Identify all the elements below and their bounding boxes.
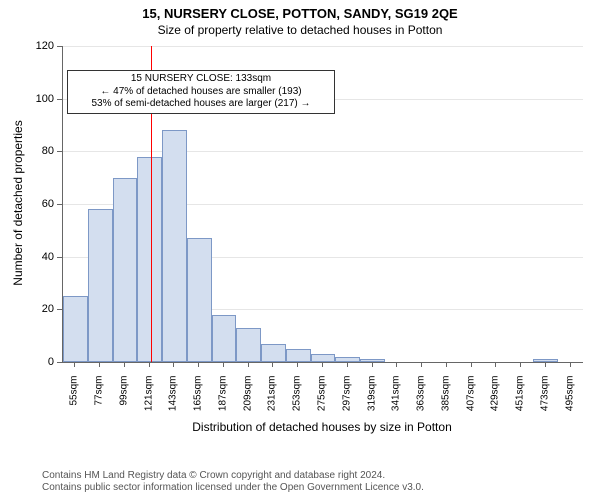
xtick-mark [149, 362, 150, 367]
ytick-mark [57, 46, 62, 47]
ytick-label: 0 [26, 356, 54, 368]
xtick-label: 275sqm [317, 376, 328, 426]
xaxis-label: Distribution of detached houses by size … [62, 420, 582, 434]
xtick-label: 407sqm [465, 376, 476, 426]
ytick-mark [57, 362, 62, 363]
xtick-label: 473sqm [539, 376, 550, 426]
plot-area: 15 NURSERY CLOSE: 133sqm← 47% of detache… [62, 46, 583, 363]
ytick-mark [57, 204, 62, 205]
xtick-label: 341sqm [391, 376, 402, 426]
xtick-mark [124, 362, 125, 367]
footer: Contains HM Land Registry data © Crown c… [42, 470, 424, 494]
bar [88, 209, 113, 362]
xtick-mark [471, 362, 472, 367]
xtick-mark [322, 362, 323, 367]
bar [286, 349, 311, 362]
xtick-label: 99sqm [118, 376, 129, 426]
xtick-label: 297sqm [341, 376, 352, 426]
chart: 15 NURSERY CLOSE: 133sqm← 47% of detache… [0, 0, 600, 500]
xtick-mark [248, 362, 249, 367]
bar [360, 359, 385, 362]
xtick-label: 319sqm [366, 376, 377, 426]
bar [113, 178, 138, 362]
xtick-mark [495, 362, 496, 367]
ytick-label: 60 [26, 198, 54, 210]
bar [187, 238, 212, 362]
xtick-label: 187sqm [217, 376, 228, 426]
xtick-label: 231sqm [267, 376, 278, 426]
xtick-mark [570, 362, 571, 367]
ytick-label: 80 [26, 145, 54, 157]
bar [212, 315, 237, 362]
xtick-label: 143sqm [168, 376, 179, 426]
xtick-mark [421, 362, 422, 367]
xtick-mark [520, 362, 521, 367]
xtick-label: 385sqm [440, 376, 451, 426]
xtick-mark [446, 362, 447, 367]
xtick-mark [396, 362, 397, 367]
xtick-label: 451sqm [515, 376, 526, 426]
xtick-label: 121sqm [143, 376, 154, 426]
xtick-mark [99, 362, 100, 367]
bar [261, 344, 286, 362]
xtick-mark [173, 362, 174, 367]
bar [137, 157, 162, 362]
ytick-mark [57, 151, 62, 152]
ytick-label: 40 [26, 251, 54, 263]
xtick-label: 363sqm [416, 376, 427, 426]
ytick-label: 20 [26, 303, 54, 315]
xtick-mark [223, 362, 224, 367]
annotation-line: 15 NURSERY CLOSE: 133sqm [72, 73, 330, 86]
xtick-label: 165sqm [193, 376, 204, 426]
bar [533, 359, 558, 362]
bar [162, 130, 187, 362]
xtick-mark [74, 362, 75, 367]
ytick-label: 120 [26, 40, 54, 52]
annotation-line: ← 47% of detached houses are smaller (19… [72, 86, 330, 99]
footer-line: Contains public sector information licen… [42, 482, 424, 494]
xtick-label: 77sqm [94, 376, 105, 426]
xtick-label: 253sqm [292, 376, 303, 426]
xtick-label: 209sqm [242, 376, 253, 426]
xtick-mark [198, 362, 199, 367]
xtick-mark [372, 362, 373, 367]
xtick-label: 55sqm [69, 376, 80, 426]
gridline [63, 151, 583, 152]
xtick-mark [545, 362, 546, 367]
xtick-mark [272, 362, 273, 367]
annotation-box: 15 NURSERY CLOSE: 133sqm← 47% of detache… [67, 70, 335, 114]
gridline [63, 46, 583, 47]
xtick-mark [347, 362, 348, 367]
xtick-label: 429sqm [490, 376, 501, 426]
yaxis-label: Number of detached properties [11, 45, 25, 361]
bar [236, 328, 261, 362]
xtick-mark [297, 362, 298, 367]
xtick-label: 495sqm [564, 376, 575, 426]
bar [311, 354, 336, 362]
footer-line: Contains HM Land Registry data © Crown c… [42, 470, 424, 482]
annotation-line: 53% of semi-detached houses are larger (… [72, 98, 330, 111]
bar [63, 296, 88, 362]
ytick-label: 100 [26, 93, 54, 105]
ytick-mark [57, 309, 62, 310]
bar [335, 357, 360, 362]
ytick-mark [57, 99, 62, 100]
ytick-mark [57, 257, 62, 258]
